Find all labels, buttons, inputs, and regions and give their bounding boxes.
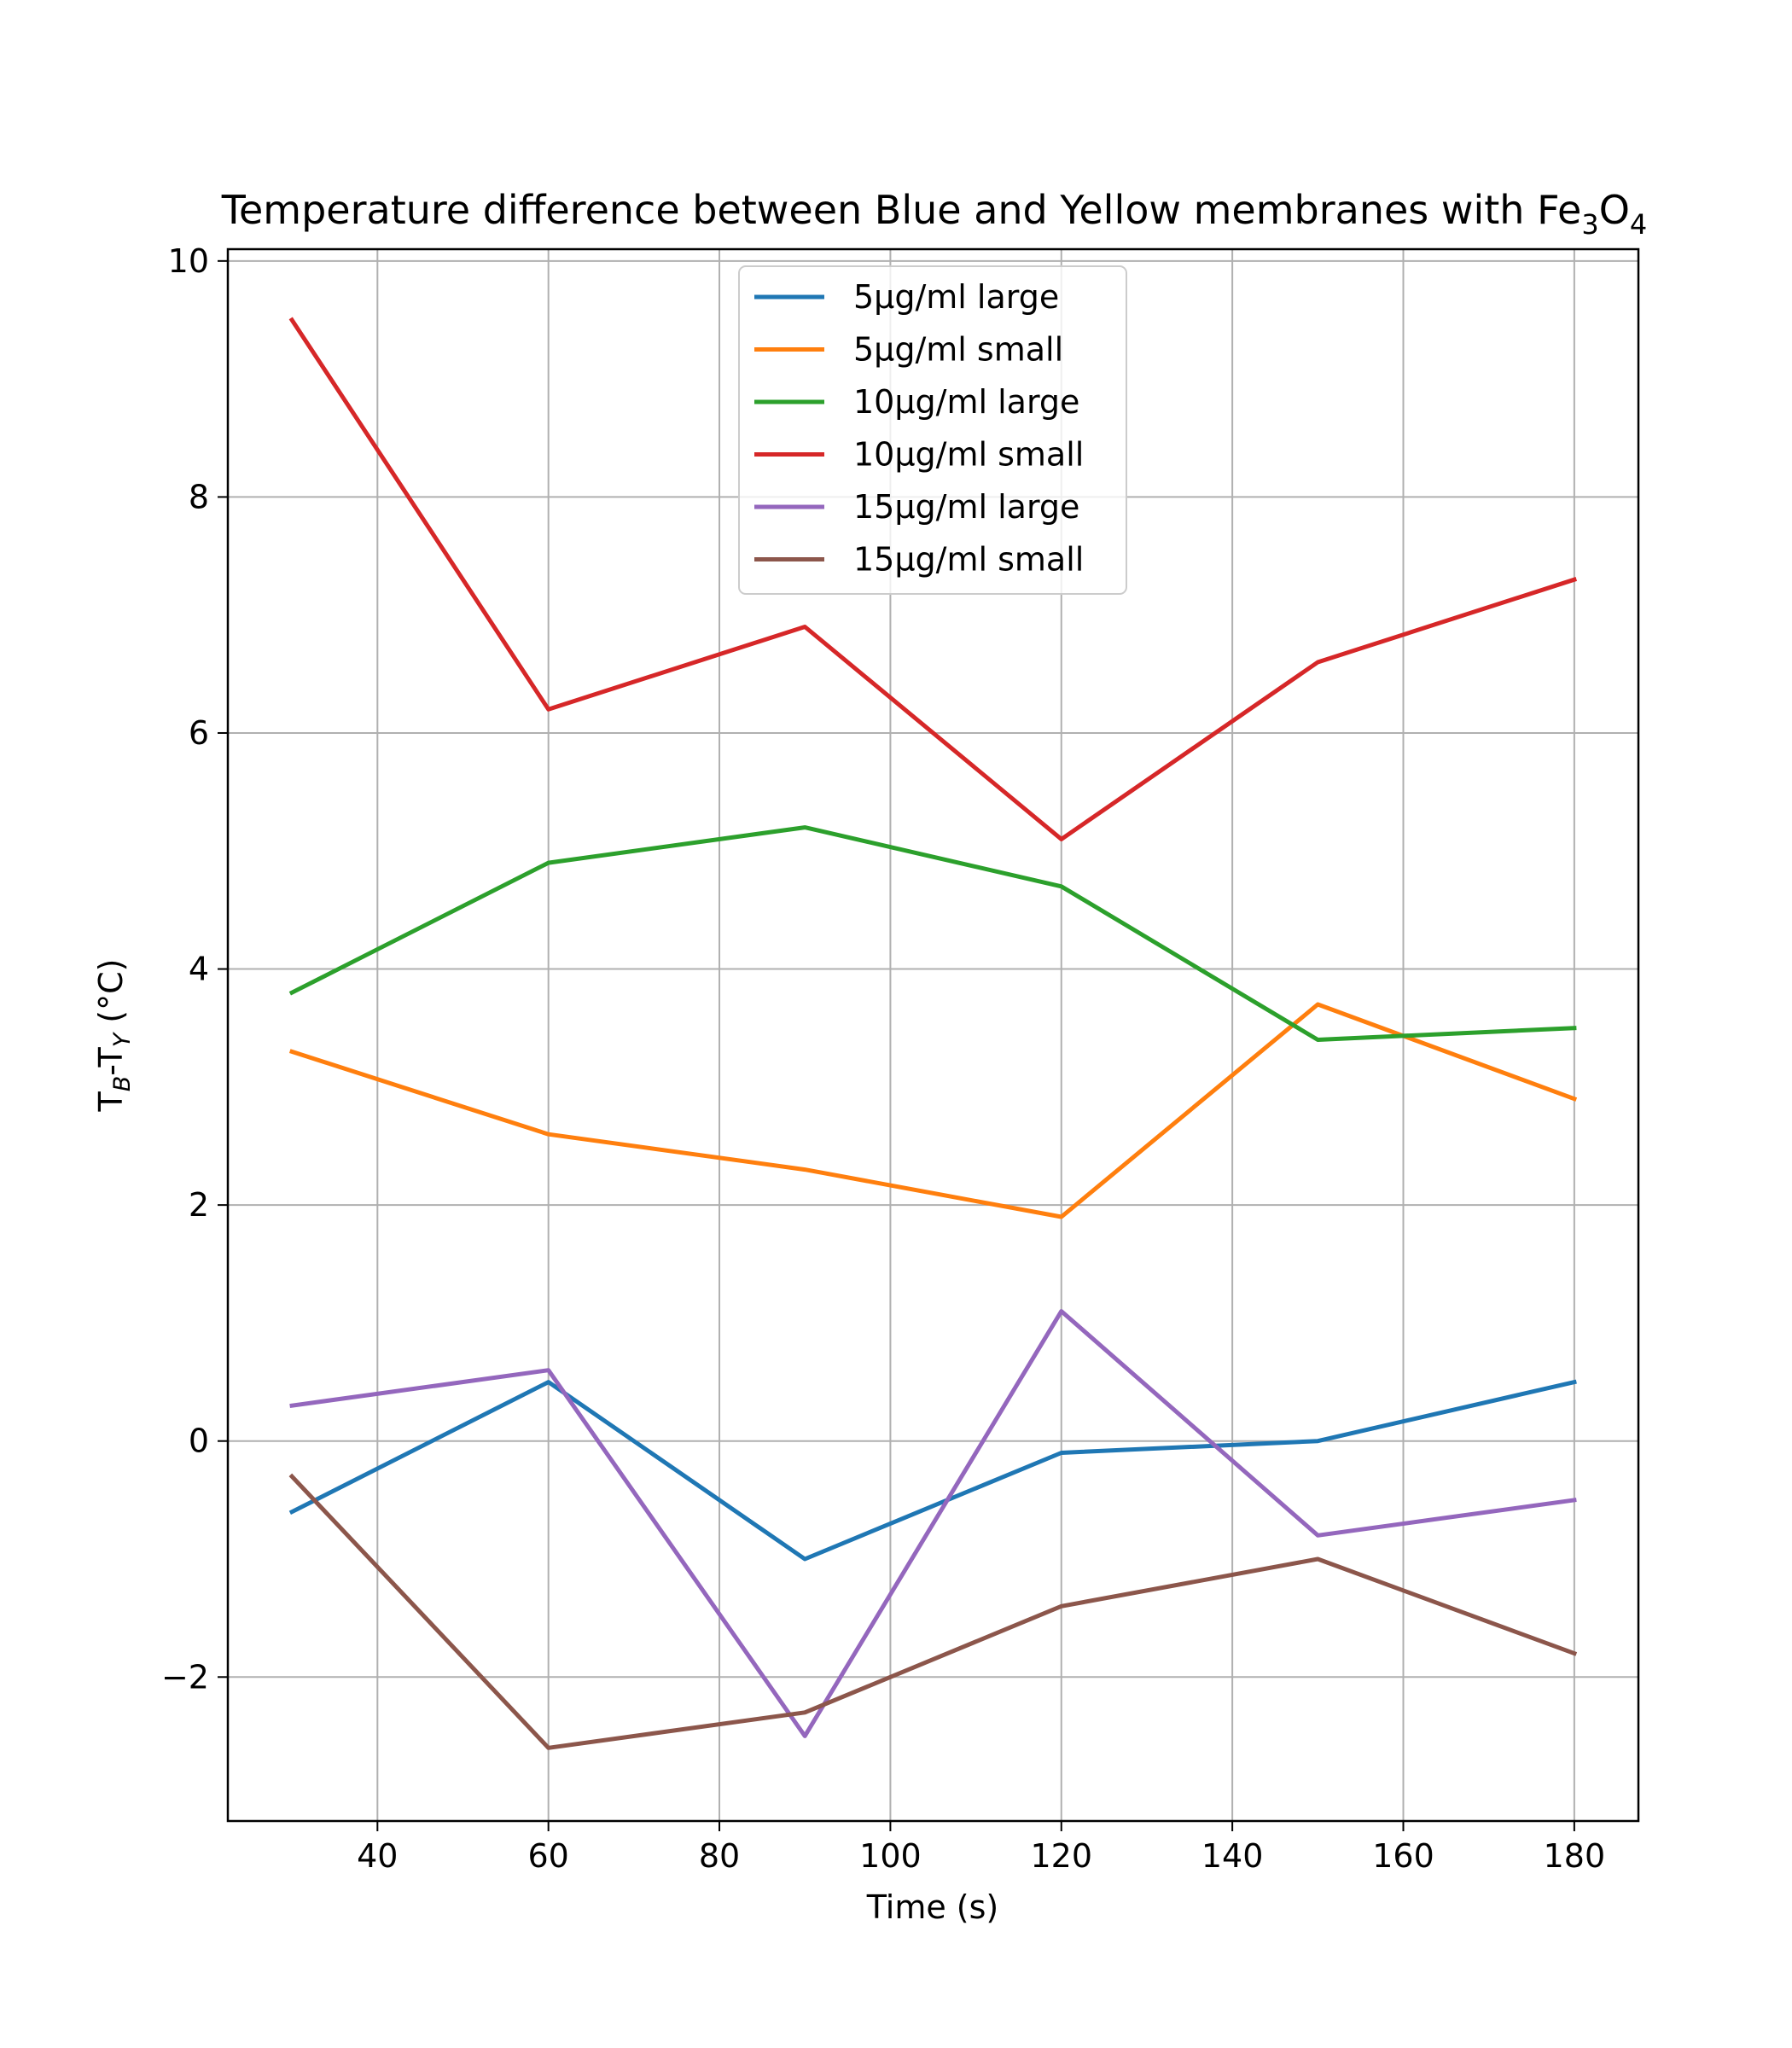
series-lines [288, 317, 1578, 1750]
series-line-1 [288, 1379, 1577, 1562]
y-label-pre: T [92, 1091, 130, 1112]
y-label-mid: -T [92, 1047, 130, 1076]
chart-title-main: Temperature difference between Blue and … [221, 187, 1582, 233]
y-label-post: (°C) [92, 959, 130, 1033]
chart-title-mid: O [1599, 187, 1630, 233]
y-axis-label: TB-TY (°C) [92, 959, 136, 1113]
y-tick-label: 2 [189, 1186, 209, 1224]
y-label-sub1: B [109, 1076, 136, 1092]
chart-title-sub1: 3 [1581, 208, 1598, 241]
y-tick-label: 10 [168, 242, 209, 280]
legend-label: 15µg/ml small [853, 541, 1084, 579]
y-tick-label: −2 [161, 1658, 209, 1696]
chart-title-sub2: 4 [1630, 208, 1647, 241]
legend: 5µg/ml large 5µg/ml small 10µg/ml large 10µ… [738, 265, 1127, 595]
legend-label: 10µg/ml large [853, 383, 1079, 421]
y-label-sub2: Y [109, 1031, 136, 1047]
x-tick-label: 80 [699, 1837, 740, 1875]
x-tick-label: 100 [859, 1837, 922, 1875]
series-line-2 [288, 1002, 1578, 1219]
x-tick-label: 120 [1031, 1837, 1093, 1875]
legend-label: 15µg/ml large [853, 488, 1079, 526]
legend-label: 5µg/ml large [853, 278, 1059, 316]
series-line-4 [288, 317, 1578, 841]
x-tick-label: 60 [528, 1837, 569, 1875]
series-line-5 [289, 1309, 1577, 1738]
x-tick-label: 40 [357, 1837, 398, 1875]
x-axis-label: Time (s) [866, 1888, 999, 1926]
series-line-6 [288, 1473, 1578, 1750]
legend-label: 5µg/ml small [853, 331, 1063, 369]
plot-frame [226, 247, 1640, 1823]
x-tick-label: 140 [1201, 1837, 1264, 1875]
legend-box [738, 265, 1127, 595]
x-tick-label: 160 [1372, 1837, 1434, 1875]
y-tick-label: 0 [189, 1423, 209, 1460]
legend-label: 10µg/ml small [853, 436, 1084, 474]
y-tick-label: 4 [189, 951, 209, 988]
y-tick-label: 8 [189, 478, 209, 515]
x-tick-label: 180 [1544, 1837, 1606, 1875]
ticks: 40 60 80 100 120 140 160 180 −2 0 2 4 6 8 10 [161, 242, 1605, 1875]
y-tick-label: 6 [189, 714, 209, 752]
series-line-3 [288, 825, 1577, 1042]
chart-title: Temperature difference between Blue and … [221, 187, 1648, 241]
